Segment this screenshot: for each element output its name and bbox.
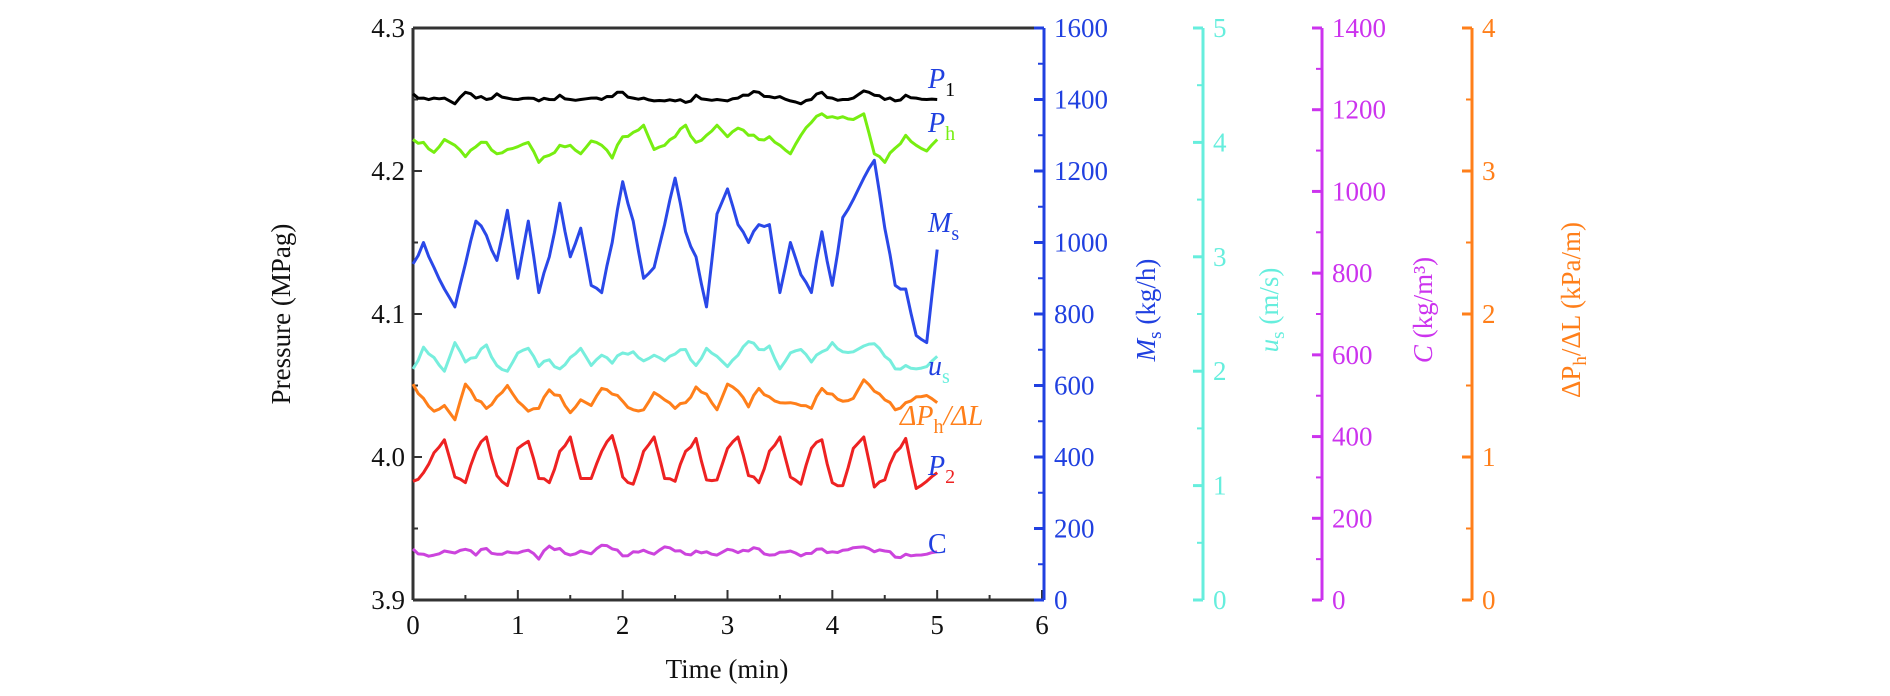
C-tick-label: 400 [1332, 422, 1373, 452]
series-label-c: C [928, 529, 947, 560]
pressure-tick-label: 3.9 [371, 585, 405, 615]
series-line-dph-dl [411, 378, 939, 422]
time-tick-label: 0 [406, 610, 420, 640]
Ms-tick-label: 0 [1054, 585, 1068, 615]
C-tick-label: 600 [1332, 340, 1373, 370]
series-line-ms [411, 158, 939, 345]
plot-frame [411, 26, 1042, 602]
series-label-us: us [928, 351, 950, 388]
us-tick-label: 3 [1213, 242, 1227, 272]
series-labels: P1 Ph Ms us ΔPh/ΔL P2 C [899, 64, 983, 560]
dPh-tick-label: 0 [1482, 585, 1496, 615]
series-label-ms: Ms [927, 208, 959, 245]
series-label-ph: Ph [927, 108, 955, 145]
Ms-tick-label: 200 [1054, 514, 1095, 544]
pressure-tick-label: 4.0 [371, 442, 405, 472]
dPh-tick-label: 3 [1482, 156, 1496, 186]
x-axis-title: Time (min) [666, 654, 789, 684]
Ms-tick-label: 1200 [1054, 156, 1108, 186]
Ms-axis: 0 200 400 600 800 1000 1200 1400 1600 Ms (kg/h) [1034, 13, 1166, 615]
time-axis: 0 1 2 3 4 5 6 [406, 590, 1049, 640]
dPh-axis-title: ΔPh/ΔL (kPa/m) [1556, 222, 1591, 398]
us-axis: 0 1 2 3 4 5 us (m/s) [1193, 13, 1289, 615]
dPh-tick-label: 2 [1482, 299, 1496, 329]
C-tick-label: 1200 [1332, 95, 1386, 125]
series-line-c [411, 543, 938, 561]
us-axis-title: us (m/s) [1254, 268, 1289, 353]
pressure-tick-label: 4.2 [371, 156, 405, 186]
series-line-p2 [412, 434, 939, 490]
series-label-p1: P1 [927, 64, 955, 101]
us-tick-label: 2 [1213, 356, 1227, 386]
Ms-tick-label: 1600 [1054, 13, 1108, 43]
time-tick-label: 4 [826, 610, 840, 640]
series-line-p1 [412, 89, 938, 106]
pressure-axis-title: Pressure (MPag) [266, 224, 296, 405]
pressure-tick-label: 4.1 [371, 299, 405, 329]
us-tick-label: 0 [1213, 585, 1227, 615]
dPh-axis: 0 1 2 3 4 ΔPh/ΔL (kPa/m) [1462, 13, 1591, 615]
Ms-tick-label: 1400 [1054, 85, 1108, 115]
series-line-ph [412, 112, 939, 164]
Ms-tick-label: 1000 [1054, 228, 1108, 258]
us-tick-label: 4 [1213, 127, 1227, 157]
Ms-tick-label: 800 [1054, 299, 1095, 329]
pressure-tick-label: 4.3 [371, 13, 405, 43]
Ms-axis-title: Ms (kg/h) [1131, 259, 1166, 363]
C-tick-label: 0 [1332, 585, 1346, 615]
C-tick-label: 200 [1332, 503, 1373, 533]
C-axis-title: C (kg/m³) [1408, 257, 1438, 363]
C-tick-label: 800 [1332, 258, 1373, 288]
series-line-us [411, 340, 939, 373]
us-tick-label: 1 [1213, 471, 1227, 501]
Ms-tick-label: 400 [1054, 442, 1095, 472]
time-tick-label: 5 [930, 610, 944, 640]
pressure-axis: 3.9 4.0 4.1 4.2 4.3 Pressure (MPag) [266, 13, 422, 615]
us-tick-label: 5 [1213, 13, 1227, 43]
time-tick-label: 2 [616, 610, 630, 640]
time-tick-label: 6 [1035, 610, 1049, 640]
dPh-tick-label: 1 [1482, 442, 1496, 472]
series-label-dph-dl: ΔPh/ΔL [899, 401, 983, 438]
Ms-tick-label: 600 [1054, 371, 1095, 401]
series-label-p2: P2 [927, 451, 955, 488]
series-layer [411, 89, 939, 561]
C-tick-label: 1000 [1332, 176, 1386, 206]
dPh-tick-label: 4 [1482, 13, 1496, 43]
C-axis: 0 200 400 600 800 1000 1200 1400 C (kg/m³) [1312, 13, 1438, 615]
time-tick-label: 3 [721, 610, 735, 640]
time-tick-label: 1 [511, 610, 525, 640]
C-tick-label: 1400 [1332, 13, 1386, 43]
